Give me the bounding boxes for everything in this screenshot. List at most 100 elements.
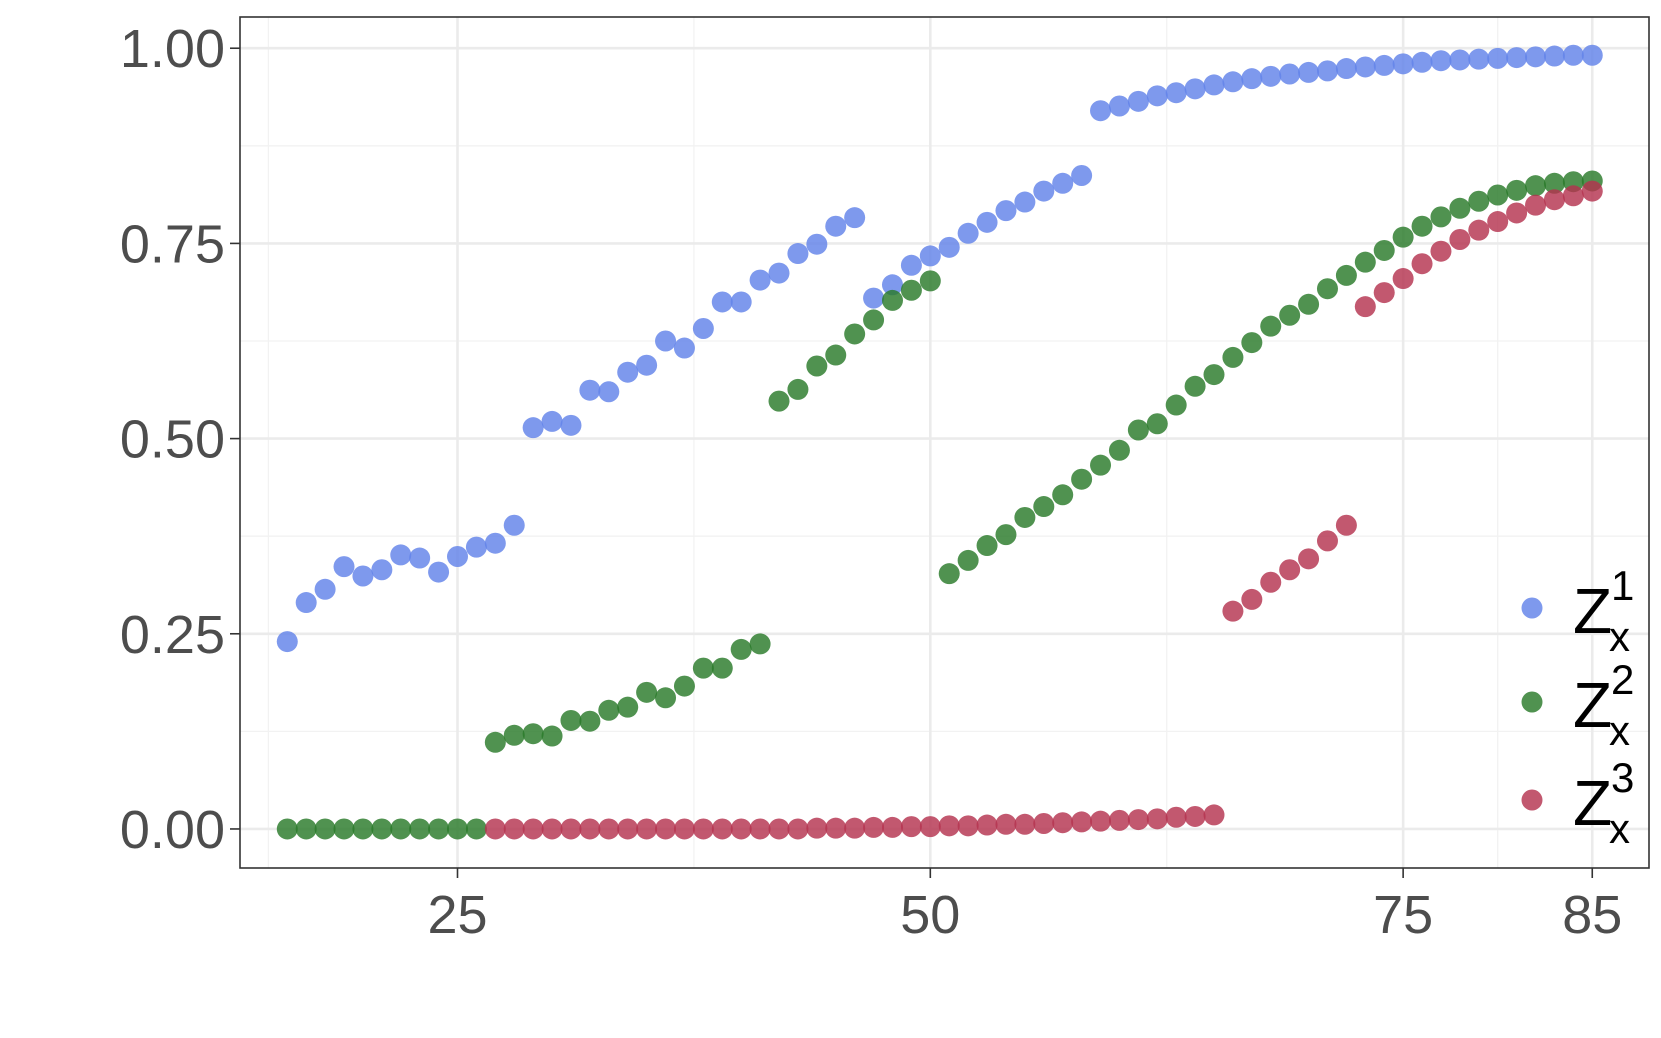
series-1-point (1165, 82, 1187, 104)
series-1-point (730, 291, 752, 313)
series-2-point (1241, 332, 1263, 354)
legend-label-2: Z (1573, 669, 1612, 741)
series-2-point (333, 818, 355, 840)
axis-ticks (230, 47, 1594, 878)
series-3-point (919, 816, 941, 838)
series-1-point (787, 243, 809, 265)
series-3-point (1279, 559, 1301, 581)
series-3-point (1014, 813, 1036, 835)
series-3-point (1108, 809, 1130, 831)
series-2-point (1335, 264, 1357, 286)
series-3-point (1033, 812, 1055, 834)
plot-border (239, 16, 1650, 869)
series-2-point (1392, 226, 1414, 248)
series-3-point (1392, 268, 1414, 290)
x-tick-label: 85 (1562, 885, 1622, 945)
series-1-point (1581, 44, 1603, 66)
series-1-point (314, 578, 336, 600)
series-3-point (1543, 189, 1565, 211)
y-tick-label: 1.00 (120, 19, 225, 79)
legend-superscript-2: 2 (1611, 656, 1634, 703)
series-3-point (1090, 810, 1112, 832)
series-1-point (295, 592, 317, 614)
series-2-point (636, 681, 658, 703)
series-2-point (957, 549, 979, 571)
x-tick-label: 50 (900, 885, 960, 945)
series-3-point (1581, 180, 1603, 202)
series-3-point (1071, 811, 1093, 833)
series-2-point (768, 390, 790, 412)
series-2-point (806, 355, 828, 377)
series-1-point (1279, 63, 1301, 85)
series-1-point (1506, 47, 1528, 69)
series-1-point (276, 631, 298, 653)
series-2-point (673, 675, 695, 697)
series-2-point (1260, 315, 1282, 337)
series-1-point (1241, 68, 1263, 90)
series-2-point (900, 279, 922, 301)
y-tick-label: 0.50 (120, 410, 225, 470)
series-2-point (409, 818, 431, 840)
series-2-point (484, 731, 506, 753)
series-1-point (1354, 56, 1376, 78)
series-1-point (428, 561, 450, 583)
series-1-point (1146, 85, 1168, 107)
series-3-point (503, 818, 525, 840)
series-3-point (636, 818, 658, 840)
series-3-point (881, 816, 903, 838)
series-1-point (390, 544, 412, 566)
series-3-point (1335, 514, 1357, 536)
series-2-point (844, 323, 866, 345)
legend-key-2 (1521, 691, 1543, 713)
series-2-point (1373, 239, 1395, 261)
series-2-point (503, 724, 525, 746)
series-2-point (919, 270, 941, 292)
series-2-point (1506, 179, 1528, 201)
series-1-point (806, 233, 828, 255)
series-2-point (1146, 413, 1168, 435)
series-3-point (900, 816, 922, 838)
series-3-point (1487, 211, 1509, 233)
series-1-point (1184, 78, 1206, 100)
series-1-point (1373, 54, 1395, 76)
series-3-point (768, 818, 790, 840)
x-tick-label: 25 (427, 885, 487, 945)
series-1-point (1525, 46, 1547, 68)
series-1-point (711, 291, 733, 313)
series-1-point (1222, 71, 1244, 93)
series-3-point (1222, 600, 1244, 622)
series-1-point (995, 200, 1017, 222)
series-1-point (541, 410, 563, 432)
series-1-point (579, 379, 601, 401)
series-1-point (1052, 172, 1074, 194)
series-2-point (692, 657, 714, 679)
series-3-point (1184, 805, 1206, 827)
series-3-point (976, 814, 998, 836)
series-3-point (560, 818, 582, 840)
series-1-point (352, 565, 374, 587)
series-1-point (371, 559, 393, 581)
series-1-point (522, 417, 544, 439)
series-3-point (1525, 194, 1547, 216)
series-2-point (1487, 184, 1509, 206)
series-1-point (1298, 61, 1320, 83)
series-3-point (1298, 548, 1320, 570)
series-2-point (314, 818, 336, 840)
series-2-point (276, 818, 298, 840)
series-2-point (1108, 439, 1130, 461)
series-2-point (1184, 375, 1206, 397)
series-2-point (1071, 468, 1093, 490)
series-1-point (938, 236, 960, 258)
series-2-point (1316, 278, 1338, 300)
series-3-point (1449, 229, 1471, 251)
legend-key-1 (1521, 597, 1543, 619)
series-3-point (617, 818, 639, 840)
series-1-point (976, 211, 998, 233)
series-1-point (844, 207, 866, 229)
y-tick-label: 0.25 (120, 605, 225, 665)
series-1-point (957, 222, 979, 244)
series-2-point (1354, 251, 1376, 273)
series-2-point (1203, 364, 1225, 386)
series-2-point (730, 638, 752, 660)
